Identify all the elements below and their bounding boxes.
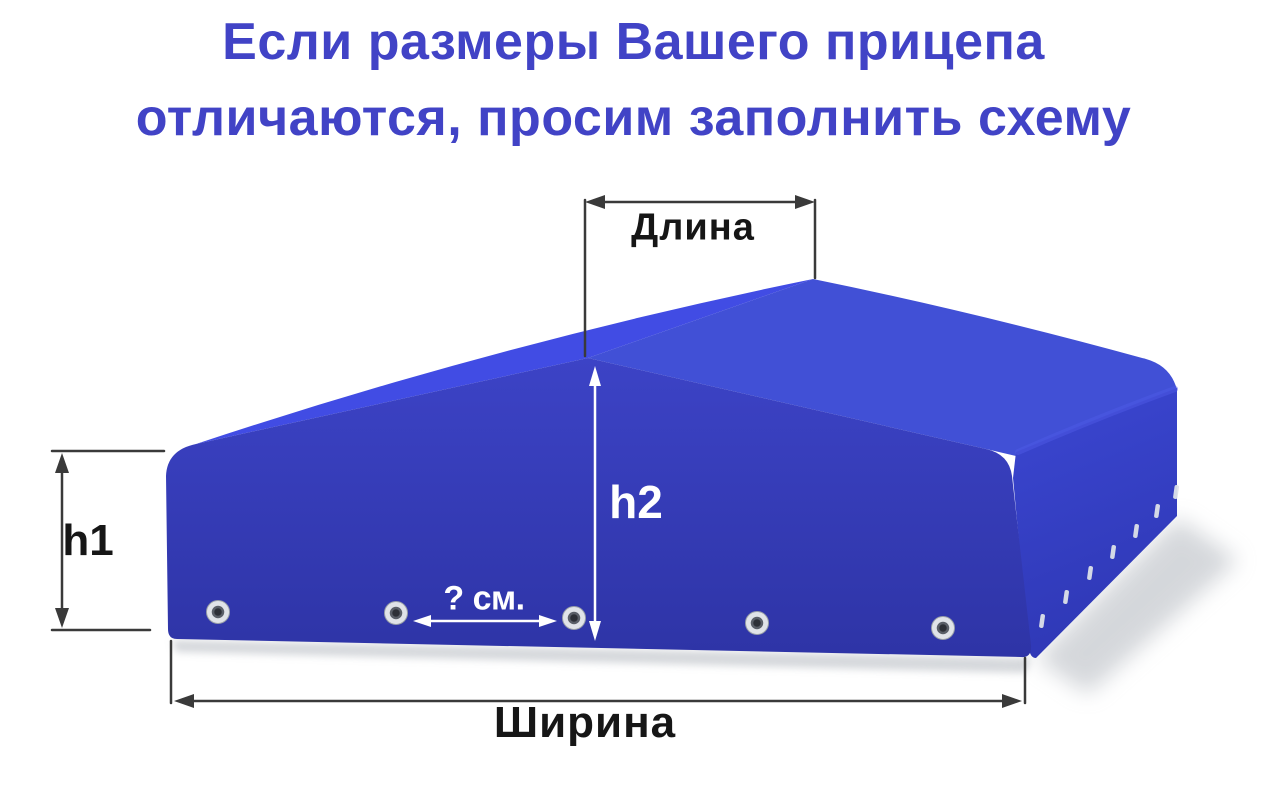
ground-shadow-front <box>172 640 1031 673</box>
label-width: Ширина <box>493 698 677 747</box>
tarp-right-side-face <box>1013 388 1177 658</box>
side-grommet-dash <box>1133 524 1139 538</box>
grommet <box>384 601 408 625</box>
dimension-arrowheads <box>55 195 1022 708</box>
label-grommet-spacing: ? см. <box>443 579 525 618</box>
grommet <box>745 611 769 635</box>
side-grommet-dash <box>1063 590 1069 604</box>
grommet <box>562 606 586 630</box>
tarp-front-face <box>166 358 1032 658</box>
h1-arrowhead-top <box>55 453 69 473</box>
tarp-left-roof-slope <box>196 279 813 444</box>
spacing-arrowhead-left <box>413 615 431 627</box>
grommet-row-side <box>1039 485 1179 628</box>
length-arrowhead-right <box>795 195 815 209</box>
white-dimension-lines <box>425 382 597 626</box>
h2-arrowhead-bottom <box>589 621 601 641</box>
length-arrowhead-left <box>585 195 605 209</box>
side-grommet-dash <box>1154 504 1160 518</box>
width-arrowhead-right <box>1002 694 1022 708</box>
h2-arrowhead-top <box>589 366 601 386</box>
side-grommet-dash <box>1087 566 1093 580</box>
grommet <box>931 616 955 640</box>
label-h1: h1 <box>62 516 114 565</box>
tarp-side-top-edge-highlight <box>1015 386 1178 455</box>
label-h2: h2 <box>609 476 663 528</box>
grommet-row-front <box>206 600 955 640</box>
white-arrowheads <box>413 366 601 641</box>
tarp-right-roof-slope <box>588 279 1177 456</box>
title-line-2: отличаются, просим заполнить схему <box>135 89 1132 147</box>
label-length: Длина <box>631 206 755 249</box>
grommet <box>206 600 230 624</box>
side-grommet-dash <box>1173 485 1179 499</box>
dimension-lines <box>50 198 1027 705</box>
spacing-arrowhead-right <box>539 615 557 627</box>
side-grommet-dash <box>1039 614 1045 628</box>
h1-arrowhead-bottom <box>55 608 69 628</box>
width-arrowhead-left <box>174 694 194 708</box>
side-grommet-dash <box>1110 545 1116 559</box>
page-title: Если размеры Вашего прицепа отличаются, … <box>0 4 1267 156</box>
ground-shadow-right <box>1036 518 1238 694</box>
title-line-1: Если размеры Вашего прицепа <box>222 13 1045 71</box>
